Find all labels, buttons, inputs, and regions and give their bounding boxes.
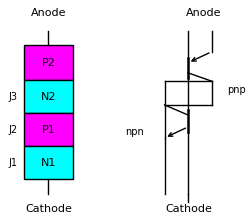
Bar (24, 113, 73, 146)
Text: Cathode: Cathode (166, 204, 213, 214)
Text: pnp: pnp (228, 85, 246, 95)
Text: J1: J1 (8, 158, 18, 168)
Text: J3: J3 (8, 92, 18, 102)
Bar (24, 80, 73, 113)
Text: J2: J2 (8, 125, 18, 135)
Text: P1: P1 (42, 125, 55, 135)
Text: P2: P2 (42, 58, 55, 68)
Text: Cathode: Cathode (25, 204, 72, 214)
Bar (24, 146, 73, 179)
Text: Anode: Anode (186, 8, 222, 18)
Text: npn: npn (125, 127, 144, 137)
Text: N1: N1 (41, 158, 56, 168)
Text: Anode: Anode (30, 8, 66, 18)
Text: N2: N2 (40, 92, 56, 102)
Bar (24, 45, 73, 80)
